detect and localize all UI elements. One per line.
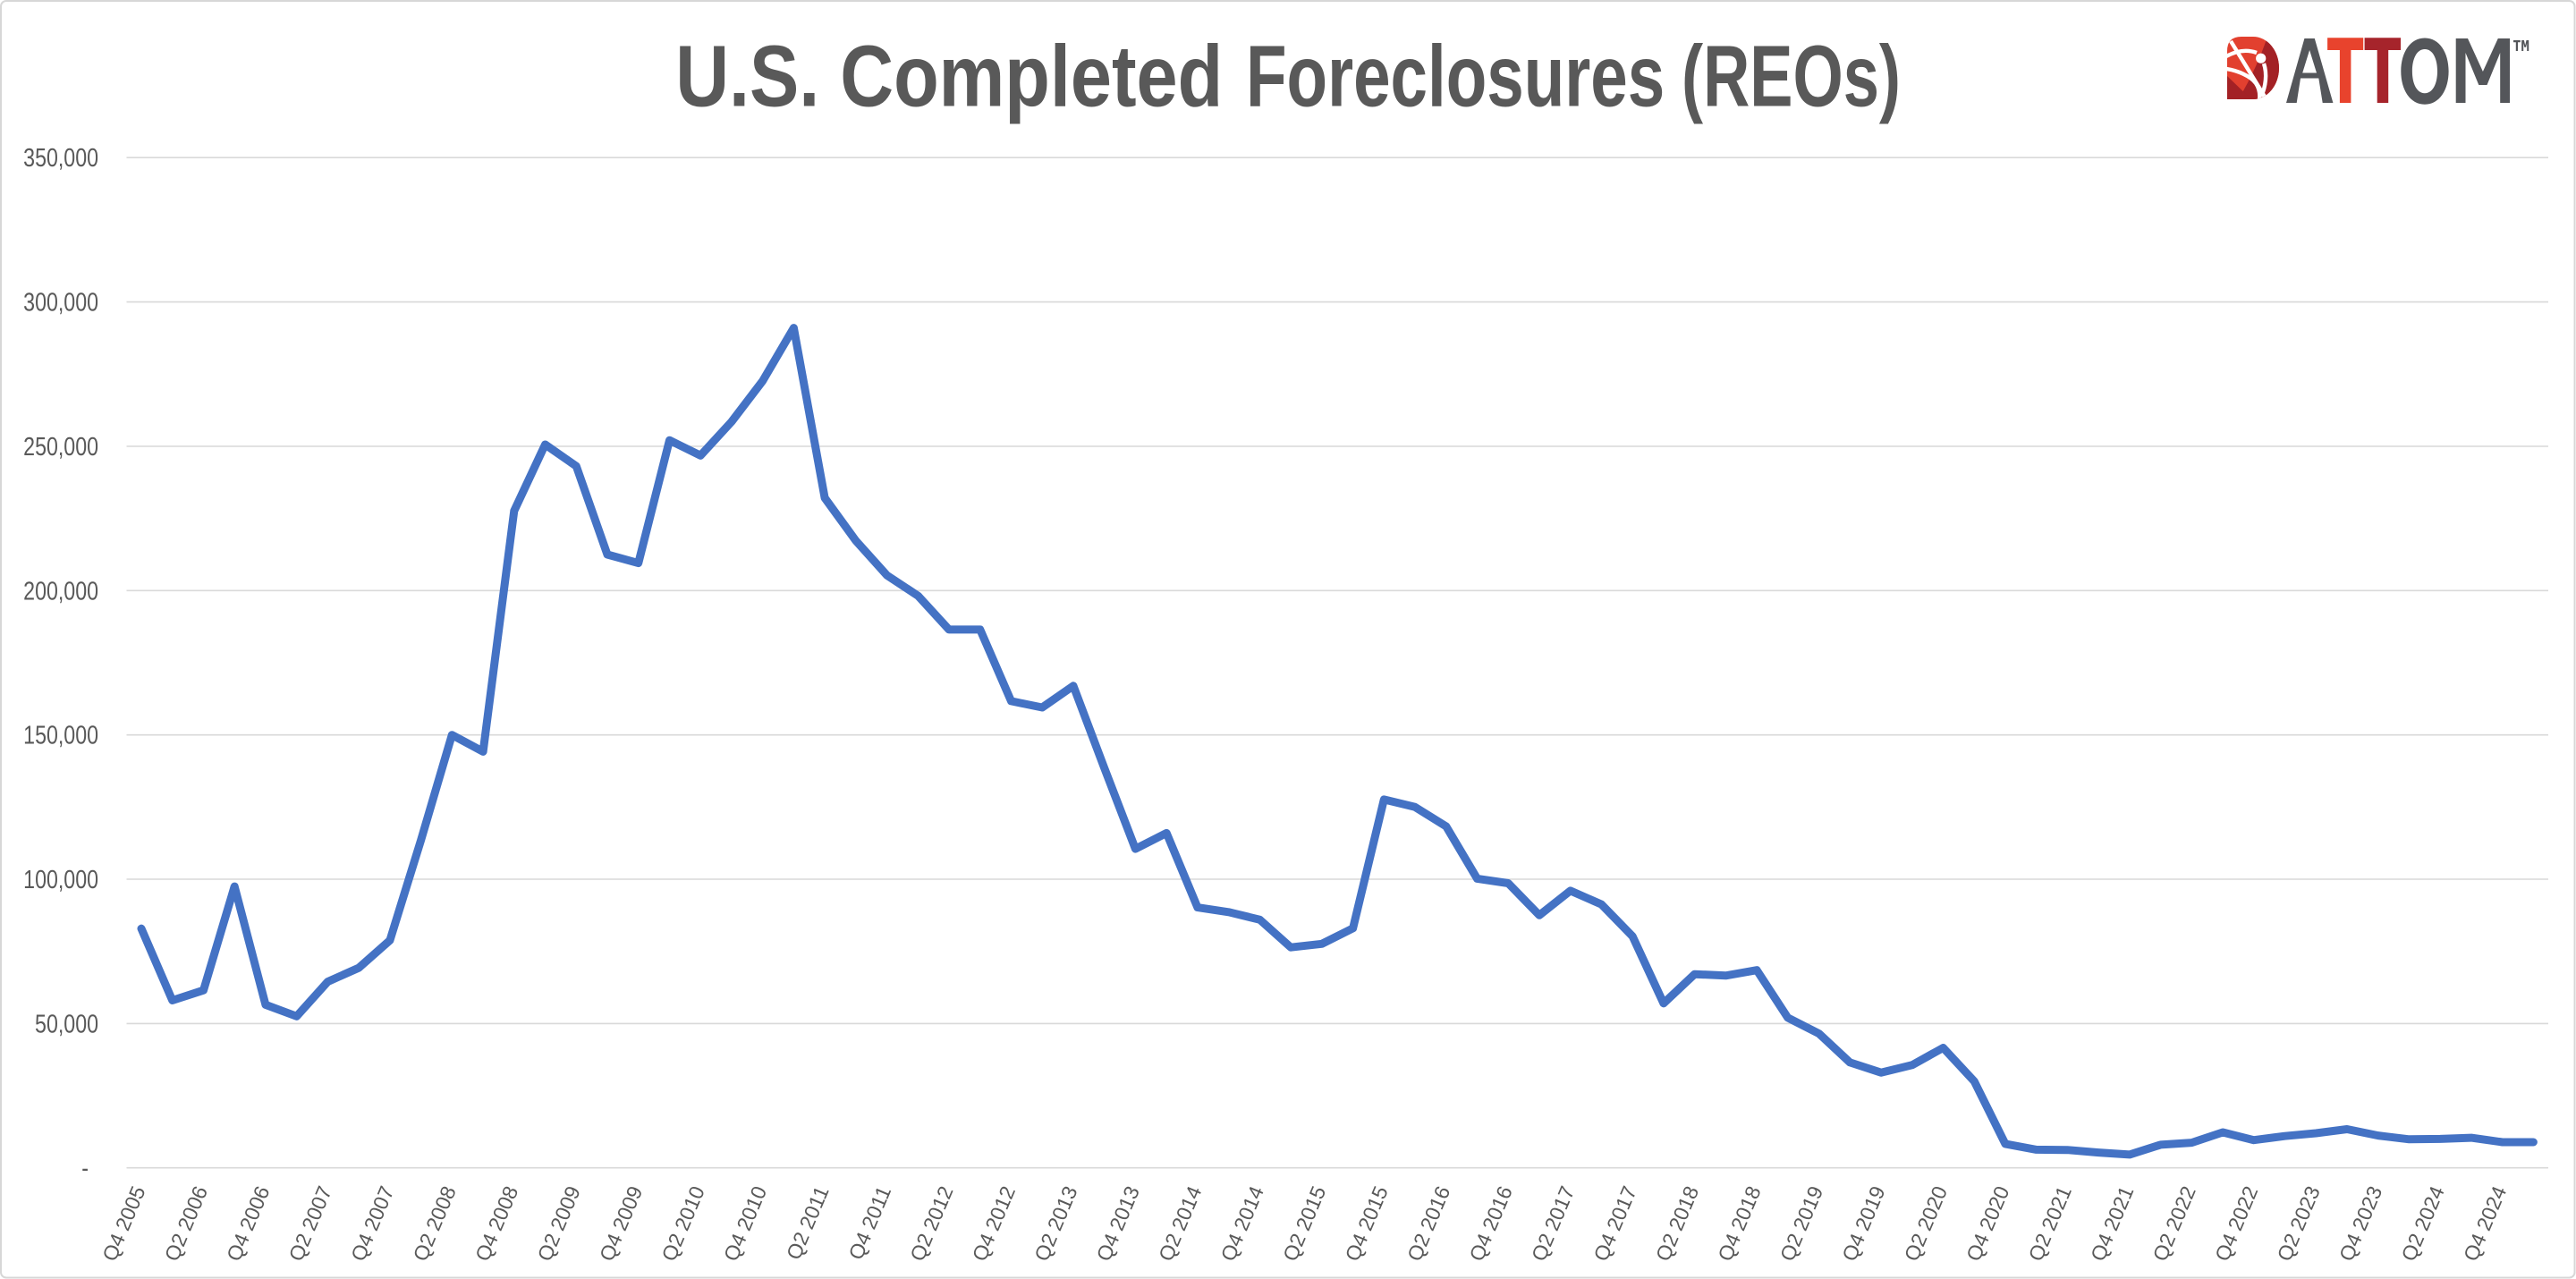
svg-text:300,000: 300,000: [23, 287, 98, 317]
svg-text:Foreclosures: Foreclosures: [1246, 28, 1665, 125]
svg-text:50,000: 50,000: [35, 1009, 98, 1038]
svg-text:U.S. Completed: U.S. Completed: [675, 28, 1223, 125]
svg-text:-: -: [81, 1153, 89, 1182]
svg-text:350,000: 350,000: [23, 143, 98, 173]
svg-text:150,000: 150,000: [23, 720, 98, 750]
svg-text:100,000: 100,000: [23, 864, 98, 894]
svg-text:(REOs): (REOs): [1682, 28, 1901, 125]
svg-text:200,000: 200,000: [23, 576, 98, 606]
svg-text:250,000: 250,000: [23, 431, 98, 461]
